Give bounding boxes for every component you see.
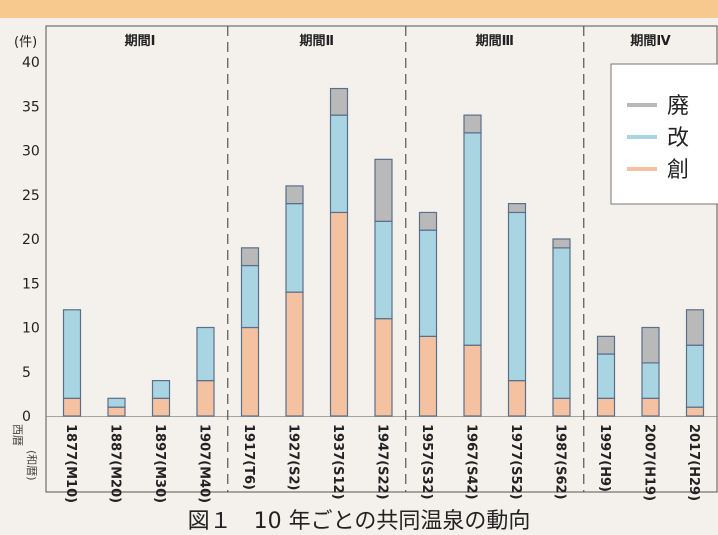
x-tick-label: 1897(M30) xyxy=(152,424,167,503)
y-tick-label: 0 xyxy=(22,409,31,425)
x-tick-label: 1967(S42) xyxy=(464,424,479,500)
bar-segment xyxy=(463,132,482,346)
x-tick-label: 2017(H29) xyxy=(686,424,701,501)
bar-segment xyxy=(329,114,349,214)
bar-segment xyxy=(374,318,393,417)
bar-segment xyxy=(240,247,260,267)
bar-segment xyxy=(596,353,616,399)
x-axis-label-western: 西暦 xyxy=(11,424,24,446)
bar-segment xyxy=(151,380,171,399)
y-tick-label: 20 xyxy=(22,232,40,248)
y-tick-label: 15 xyxy=(22,276,40,292)
x-tick-label: 2007(H19) xyxy=(642,424,657,501)
bar-segment xyxy=(285,203,304,293)
bar-segment xyxy=(507,211,527,382)
legend-label: 廃 xyxy=(667,94,689,119)
y-tick-label: 5 xyxy=(22,365,31,381)
legend-label: 改 xyxy=(667,126,689,151)
bar-segment xyxy=(552,238,571,249)
bar-segment xyxy=(418,211,438,231)
bar-segment xyxy=(685,309,705,346)
bar-segment xyxy=(685,406,705,417)
bar-segment xyxy=(285,291,304,417)
legend-box xyxy=(610,63,718,205)
bar-segment xyxy=(285,185,304,205)
bar-segment xyxy=(374,220,393,320)
y-tick-label: 30 xyxy=(22,144,40,160)
x-tick-label: 1997(H9) xyxy=(597,424,612,492)
x-axis-label-japanese: (和暦) xyxy=(25,450,38,481)
bar-segment xyxy=(240,264,260,329)
x-tick-label: 1907(M40) xyxy=(197,424,212,503)
bar-segment xyxy=(418,229,438,337)
bar-segment xyxy=(107,406,126,417)
x-tick-label: 1987(S62) xyxy=(553,424,568,500)
x-tick-label: 1957(S32) xyxy=(419,424,434,500)
x-tick-label: 1977(S52) xyxy=(508,424,523,500)
bar-segment xyxy=(685,344,705,408)
bar-segment xyxy=(596,335,616,355)
bar-segment xyxy=(641,362,660,399)
bar-segment xyxy=(240,326,260,417)
bar-segment xyxy=(507,380,527,417)
bar-segment xyxy=(329,211,349,417)
period-label: 期間Ⅰ xyxy=(125,34,156,49)
bar-segment xyxy=(507,203,527,214)
bar-segment xyxy=(463,114,482,134)
bar-segment xyxy=(552,247,571,399)
bar-segment xyxy=(596,397,616,417)
bar-segment xyxy=(107,397,126,408)
y-tick-label: 10 xyxy=(22,321,40,337)
x-tick-label: 1937(S12) xyxy=(330,424,345,500)
y-tick-label: 25 xyxy=(22,188,40,204)
figure-caption: 図１ 10 年ごとの共同温泉の動向 xyxy=(187,509,531,534)
x-tick-label: 1927(S2) xyxy=(286,424,301,490)
plot-frame xyxy=(45,25,718,493)
bar-segment xyxy=(552,397,571,417)
bar-segment xyxy=(374,158,393,222)
x-tick-label: 1877(M10) xyxy=(63,424,78,503)
x-tick-label: 1917(T6) xyxy=(241,424,256,490)
bar-segment xyxy=(641,326,660,364)
header-band xyxy=(0,0,718,18)
bar-segment xyxy=(196,326,215,382)
bar-segment xyxy=(151,397,171,417)
stacked-bar-chart: 期間Ⅰ 期間Ⅱ 期間Ⅲ 期間Ⅳ (件) 0 5 10 15 20 25 30 35 40 1877(M1… xyxy=(11,25,718,503)
bar-segment xyxy=(418,335,438,417)
bar-segment xyxy=(463,344,482,417)
legend-label: 創 xyxy=(667,158,689,183)
y-tick-label: 40 xyxy=(22,55,40,71)
bar-segment xyxy=(62,397,82,417)
x-tick-label: 1887(M20) xyxy=(108,424,123,503)
bar-segment xyxy=(641,397,660,417)
y-unit-label: (件) xyxy=(14,35,37,50)
x-tick-label: 1947(S22) xyxy=(375,424,390,500)
bar-segment xyxy=(62,309,82,399)
period-label: 期間Ⅱ xyxy=(299,34,334,49)
period-label: 期間Ⅲ xyxy=(476,34,514,49)
y-tick-label: 35 xyxy=(22,99,40,115)
bar-segment xyxy=(329,87,349,116)
period-label: 期間Ⅳ xyxy=(630,34,671,49)
bar-segment xyxy=(196,380,215,417)
